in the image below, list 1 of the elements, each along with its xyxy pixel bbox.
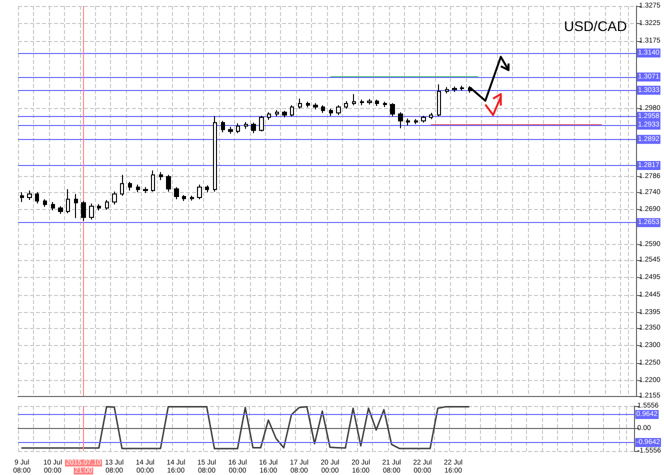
text: USD/CAD xyxy=(564,18,628,34)
